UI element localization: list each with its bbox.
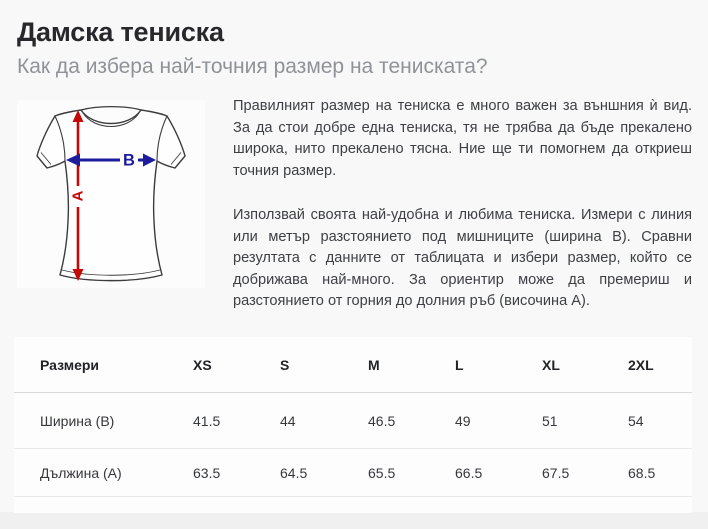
content-sheet: Дамска тениска Как да избера най-точния …	[14, 17, 692, 513]
width-value-2xl: 54	[628, 412, 644, 429]
length-value-xs: 63.5	[193, 464, 221, 481]
length-value-xl: 67.5	[542, 464, 570, 481]
row-label-length: Дължина (A)	[40, 464, 122, 481]
row-label-width: Ширина (B)	[40, 412, 115, 429]
sleeve-seam-right	[156, 115, 168, 162]
arrow-down-head	[72, 269, 84, 281]
width-arrow-b: B	[66, 152, 156, 170]
col-header-sizes: Размери	[40, 356, 100, 373]
collar-inner-line	[82, 112, 140, 127]
width-value-s: 44	[280, 412, 296, 429]
length-value-s: 64.5	[280, 464, 308, 481]
sleeve-seam-left	[54, 115, 66, 162]
intro-paragraph-1: Правилният размер на тениска е много важ…	[233, 98, 692, 179]
tshirt-measurement-diagram: A B	[17, 100, 205, 288]
width-value-xs: 41.5	[193, 412, 221, 429]
col-header-s: S	[280, 356, 290, 373]
col-header-xs: XS	[193, 356, 212, 373]
arrow-left-head	[66, 153, 80, 167]
tshirt-diagram-svg: A B	[36, 106, 186, 282]
length-value-m: 65.5	[368, 464, 396, 481]
label-a: A	[70, 190, 87, 201]
label-b: B	[123, 152, 135, 170]
length-value-2xl: 68.5	[628, 464, 656, 481]
table-row-length: Дължина (A) 63.5 64.5 65.5 66.5 67.5 68.…	[14, 449, 692, 497]
sleeve-cuff-left	[40, 152, 52, 165]
arrow-right-head	[143, 153, 156, 167]
width-value-m: 46.5	[368, 412, 396, 429]
height-arrow-a: A	[70, 110, 87, 281]
arrow-up-head	[72, 110, 84, 122]
sleeve-cuff-right	[170, 152, 182, 165]
col-header-m: M	[368, 356, 380, 373]
size-table: Размери XS S M L XL 2XL Ширина (B) 41.5 …	[14, 337, 692, 513]
intro-text: Правилният размер на тениска е много важ…	[233, 96, 692, 336]
collar-back-line	[80, 106, 142, 111]
col-header-l: L	[455, 356, 464, 373]
size-table-header-row: Размери XS S M L XL 2XL	[14, 337, 692, 393]
tshirt-outline	[36, 109, 186, 282]
table-row-width: Ширина (B) 41.5 44 46.5 49 51 54	[14, 393, 692, 449]
width-value-l: 49	[455, 412, 471, 429]
hem-stitch-line	[61, 269, 161, 276]
intro-paragraph-2: Използвай своята най-удобна и любима тен…	[233, 207, 692, 309]
page-title: Дамска тениска	[17, 17, 224, 47]
col-header-xl: XL	[542, 356, 560, 373]
col-header-2xl: 2XL	[628, 356, 654, 373]
width-value-xl: 51	[542, 412, 558, 429]
length-value-l: 66.5	[455, 464, 483, 481]
page-subtitle: Как да избера най-точния размер на тенис…	[17, 55, 488, 78]
